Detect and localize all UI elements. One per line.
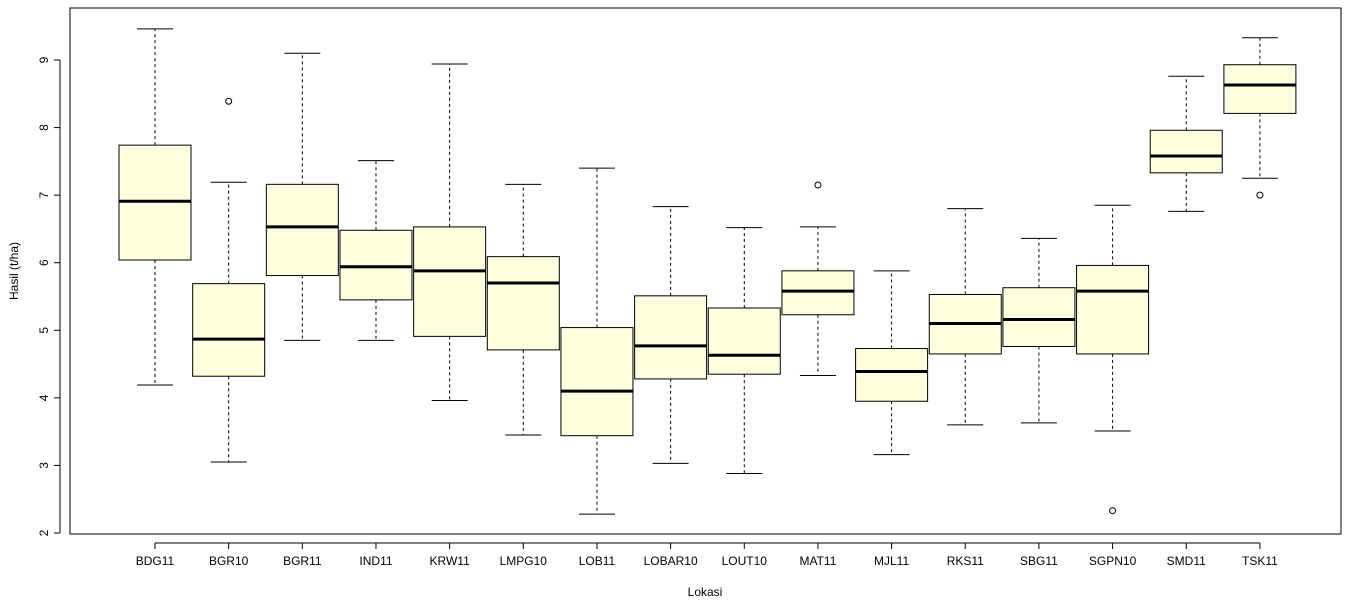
iqr-box: [413, 226, 487, 337]
iqr-box: [1076, 264, 1150, 355]
y-axis: 2 3 4 5 6 7 8 9: [37, 56, 61, 536]
plot-frame: [69, 7, 1342, 535]
x-tick-label: KRW11: [430, 554, 471, 568]
box-krw11: [413, 63, 487, 402]
box-lmpg10: [486, 183, 560, 436]
x-tick-label: LOUT10: [722, 554, 768, 568]
y-tick-label: 5: [37, 327, 51, 334]
box-bgr11: [265, 52, 339, 341]
iqr-box: [855, 348, 929, 402]
iqr-box: [339, 229, 413, 301]
y-tick-label: 2: [37, 529, 51, 536]
iqr-box: [707, 307, 781, 375]
box-smd11: [1149, 75, 1223, 212]
x-tick-label: MAT11: [799, 554, 836, 568]
iqr-box: [265, 183, 339, 277]
iqr-box: [634, 295, 708, 380]
y-tick-label: 6: [37, 259, 51, 266]
x-tick-label: SBG11: [1020, 554, 1058, 568]
y-tick-label: 4: [37, 394, 51, 401]
y-axis-label: Hasil (t/ha): [7, 242, 21, 300]
box-sgpn10: [1076, 204, 1150, 515]
x-axis-label: Lokasi: [688, 585, 723, 599]
iqr-box: [781, 270, 855, 316]
x-tick-label: BGR10: [209, 554, 249, 568]
outlier-point: [814, 181, 822, 189]
iqr-box: [486, 256, 560, 351]
boxes: [118, 28, 1297, 515]
x-tick-label: LMPG10: [500, 554, 548, 568]
x-tick-label: MJL11: [874, 554, 909, 568]
outlier-point: [1109, 507, 1117, 515]
x-tick-label: BDG11: [136, 554, 175, 568]
box-bgr10: [192, 97, 266, 463]
box-sbg11: [1002, 237, 1076, 424]
y-tick-label: 7: [37, 191, 51, 198]
box-mjl11: [855, 270, 929, 456]
x-tick-label: LOBAR10: [644, 554, 698, 568]
x-tick-label: IND11: [359, 554, 392, 568]
x-tick-label: SMD11: [1167, 554, 1206, 568]
x-tick-label: LOB11: [579, 554, 616, 568]
iqr-box: [192, 283, 266, 377]
box-lobar10: [634, 206, 708, 464]
box-lout10: [707, 227, 781, 475]
y-tick-label: 8: [37, 124, 51, 131]
iqr-box: [1002, 287, 1076, 348]
iqr-box: [1149, 129, 1223, 174]
box-bdg11: [118, 28, 192, 386]
iqr-box: [1223, 64, 1297, 114]
x-tick-label: RKS11: [947, 554, 984, 568]
x-tick-label: TSK11: [1242, 554, 1278, 568]
box-lob11: [560, 167, 634, 515]
y-tick-label: 9: [37, 56, 51, 63]
box-rks11: [928, 208, 1002, 426]
y-tick-label: 3: [37, 462, 51, 469]
x-tick-label: BGR11: [283, 554, 322, 568]
box-tsk11: [1223, 37, 1297, 199]
x-axis: BDG11 BGR10 BGR11 IND11 KRW11 LMPG10 LOB11 LOBA…: [136, 542, 1278, 568]
box-mat11: [781, 181, 855, 377]
x-tick-label: SGPN10: [1089, 554, 1137, 568]
outlier-point: [1256, 191, 1264, 199]
outlier-point: [225, 97, 233, 105]
box-ind11: [339, 160, 413, 341]
iqr-box: [560, 327, 634, 437]
